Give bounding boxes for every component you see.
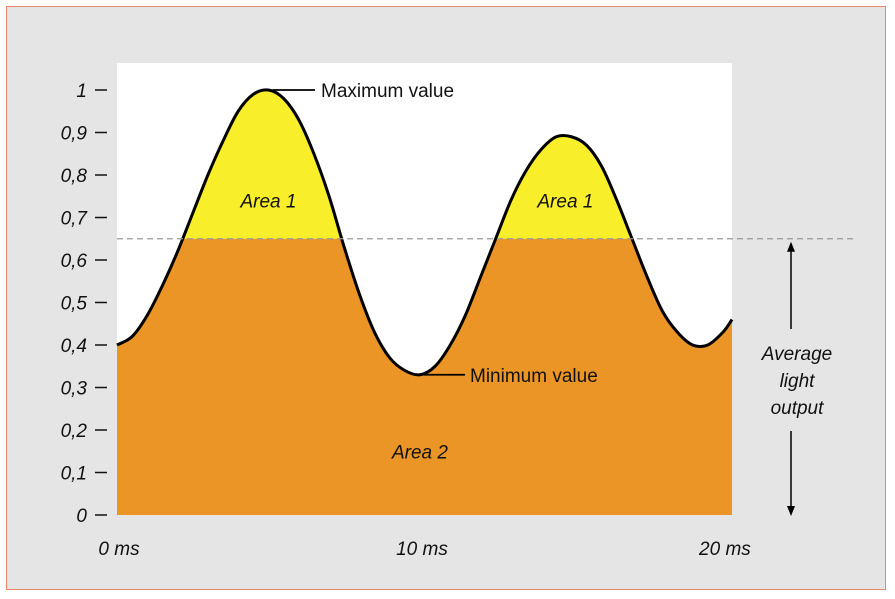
y-tick-label: 0,6 (61, 251, 88, 272)
light-output-curve (116, 88, 734, 377)
y-tick-label: 0,7 (61, 209, 89, 230)
average-light-output-label: output (771, 398, 825, 419)
average-arrow-down-head (787, 506, 795, 516)
area-label: Area 1 (239, 192, 296, 213)
area-2-fill (117, 238, 732, 515)
min-value-label: Minimum value (470, 366, 598, 387)
y-tick-label: 0,4 (61, 336, 87, 357)
y-tick-label: 0,1 (61, 464, 87, 485)
chart-frame: 0 0,1 0,2 0,3 0,4 0,5 0,6 0,7 0,8 0,9 1 0 ms 10 ms 2… (6, 6, 886, 590)
y-tick-label: 0,5 (61, 294, 88, 315)
average-light-output-label: Average (761, 344, 832, 365)
area-label: Area 2 (391, 442, 448, 463)
y-tick-label: 0,9 (61, 124, 88, 145)
max-value-label: Maximum value (321, 81, 454, 102)
y-tick-label: 1 (76, 81, 87, 102)
average-light-output-label: light (780, 371, 816, 392)
light-output-chart: 0 0,1 0,2 0,3 0,4 0,5 0,6 0,7 0,8 0,9 1 0 ms 10 ms 2… (61, 63, 855, 560)
y-tick-label: 0,3 (61, 379, 88, 400)
y-tick-label: 0,8 (61, 166, 88, 187)
area-label: Area 1 (536, 192, 593, 213)
x-tick-label: 0 ms (98, 539, 140, 560)
area-1-fill (182, 89, 633, 239)
x-tick-label: 10 ms (396, 539, 448, 560)
y-tick-label: 0,2 (61, 421, 88, 442)
y-tick-label: 0 (76, 506, 87, 527)
average-arrow-up-head (787, 241, 795, 252)
x-tick-label: 20 ms (698, 539, 751, 560)
